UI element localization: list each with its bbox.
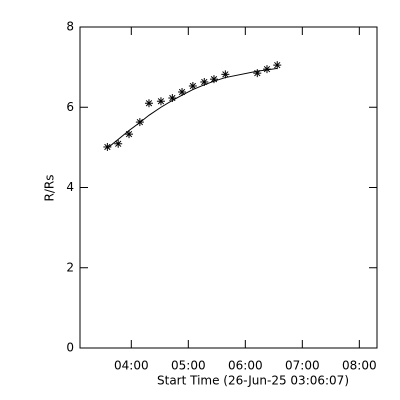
asterisk-stroke (201, 78, 208, 86)
asterisk-stroke (115, 140, 122, 147)
asterisk-stroke (157, 98, 165, 105)
point (103, 142, 112, 151)
asterisk-stroke (145, 100, 153, 107)
point (156, 97, 165, 106)
point (114, 139, 123, 148)
y-tick-label: 6 (66, 100, 74, 114)
y-tick-label: 8 (66, 20, 74, 34)
asterisk-stroke (169, 94, 176, 102)
x-axis-label: Start Time (26-Jun-25 03:06:07) (157, 374, 349, 388)
point (273, 61, 282, 70)
point (209, 75, 218, 84)
fit-line (107, 67, 278, 149)
point (135, 118, 144, 127)
y-tick-label: 4 (66, 180, 74, 194)
asterisk-stroke (274, 61, 281, 69)
asterisk-stroke (222, 71, 229, 78)
point (253, 69, 262, 78)
point (168, 94, 177, 103)
x-tick-label: 07:00 (285, 359, 320, 373)
asterisk-stroke (125, 130, 133, 138)
point (200, 77, 209, 86)
x-tick-label: 04:00 (114, 359, 149, 373)
x-tick-label: 05:00 (171, 359, 206, 373)
asterisk-stroke (189, 82, 197, 90)
point (125, 130, 134, 139)
point (221, 70, 230, 79)
asterisk-stroke (263, 65, 271, 73)
x-tick-label: 06:00 (228, 359, 263, 373)
asterisk-stroke (254, 69, 261, 77)
point (178, 88, 187, 97)
y-tick-label: 2 (66, 260, 74, 274)
y-axis-label: R/Rs (43, 175, 57, 202)
x-tick-label: 08:00 (342, 359, 377, 373)
point (144, 99, 153, 108)
y-tick-label: 0 (66, 341, 74, 355)
point (188, 81, 197, 90)
plot-frame (79, 26, 378, 349)
asterisk-stroke (136, 118, 144, 126)
asterisk-stroke (104, 143, 111, 151)
asterisk-stroke (210, 76, 218, 83)
point (262, 65, 271, 74)
asterisk-stroke (178, 88, 186, 96)
